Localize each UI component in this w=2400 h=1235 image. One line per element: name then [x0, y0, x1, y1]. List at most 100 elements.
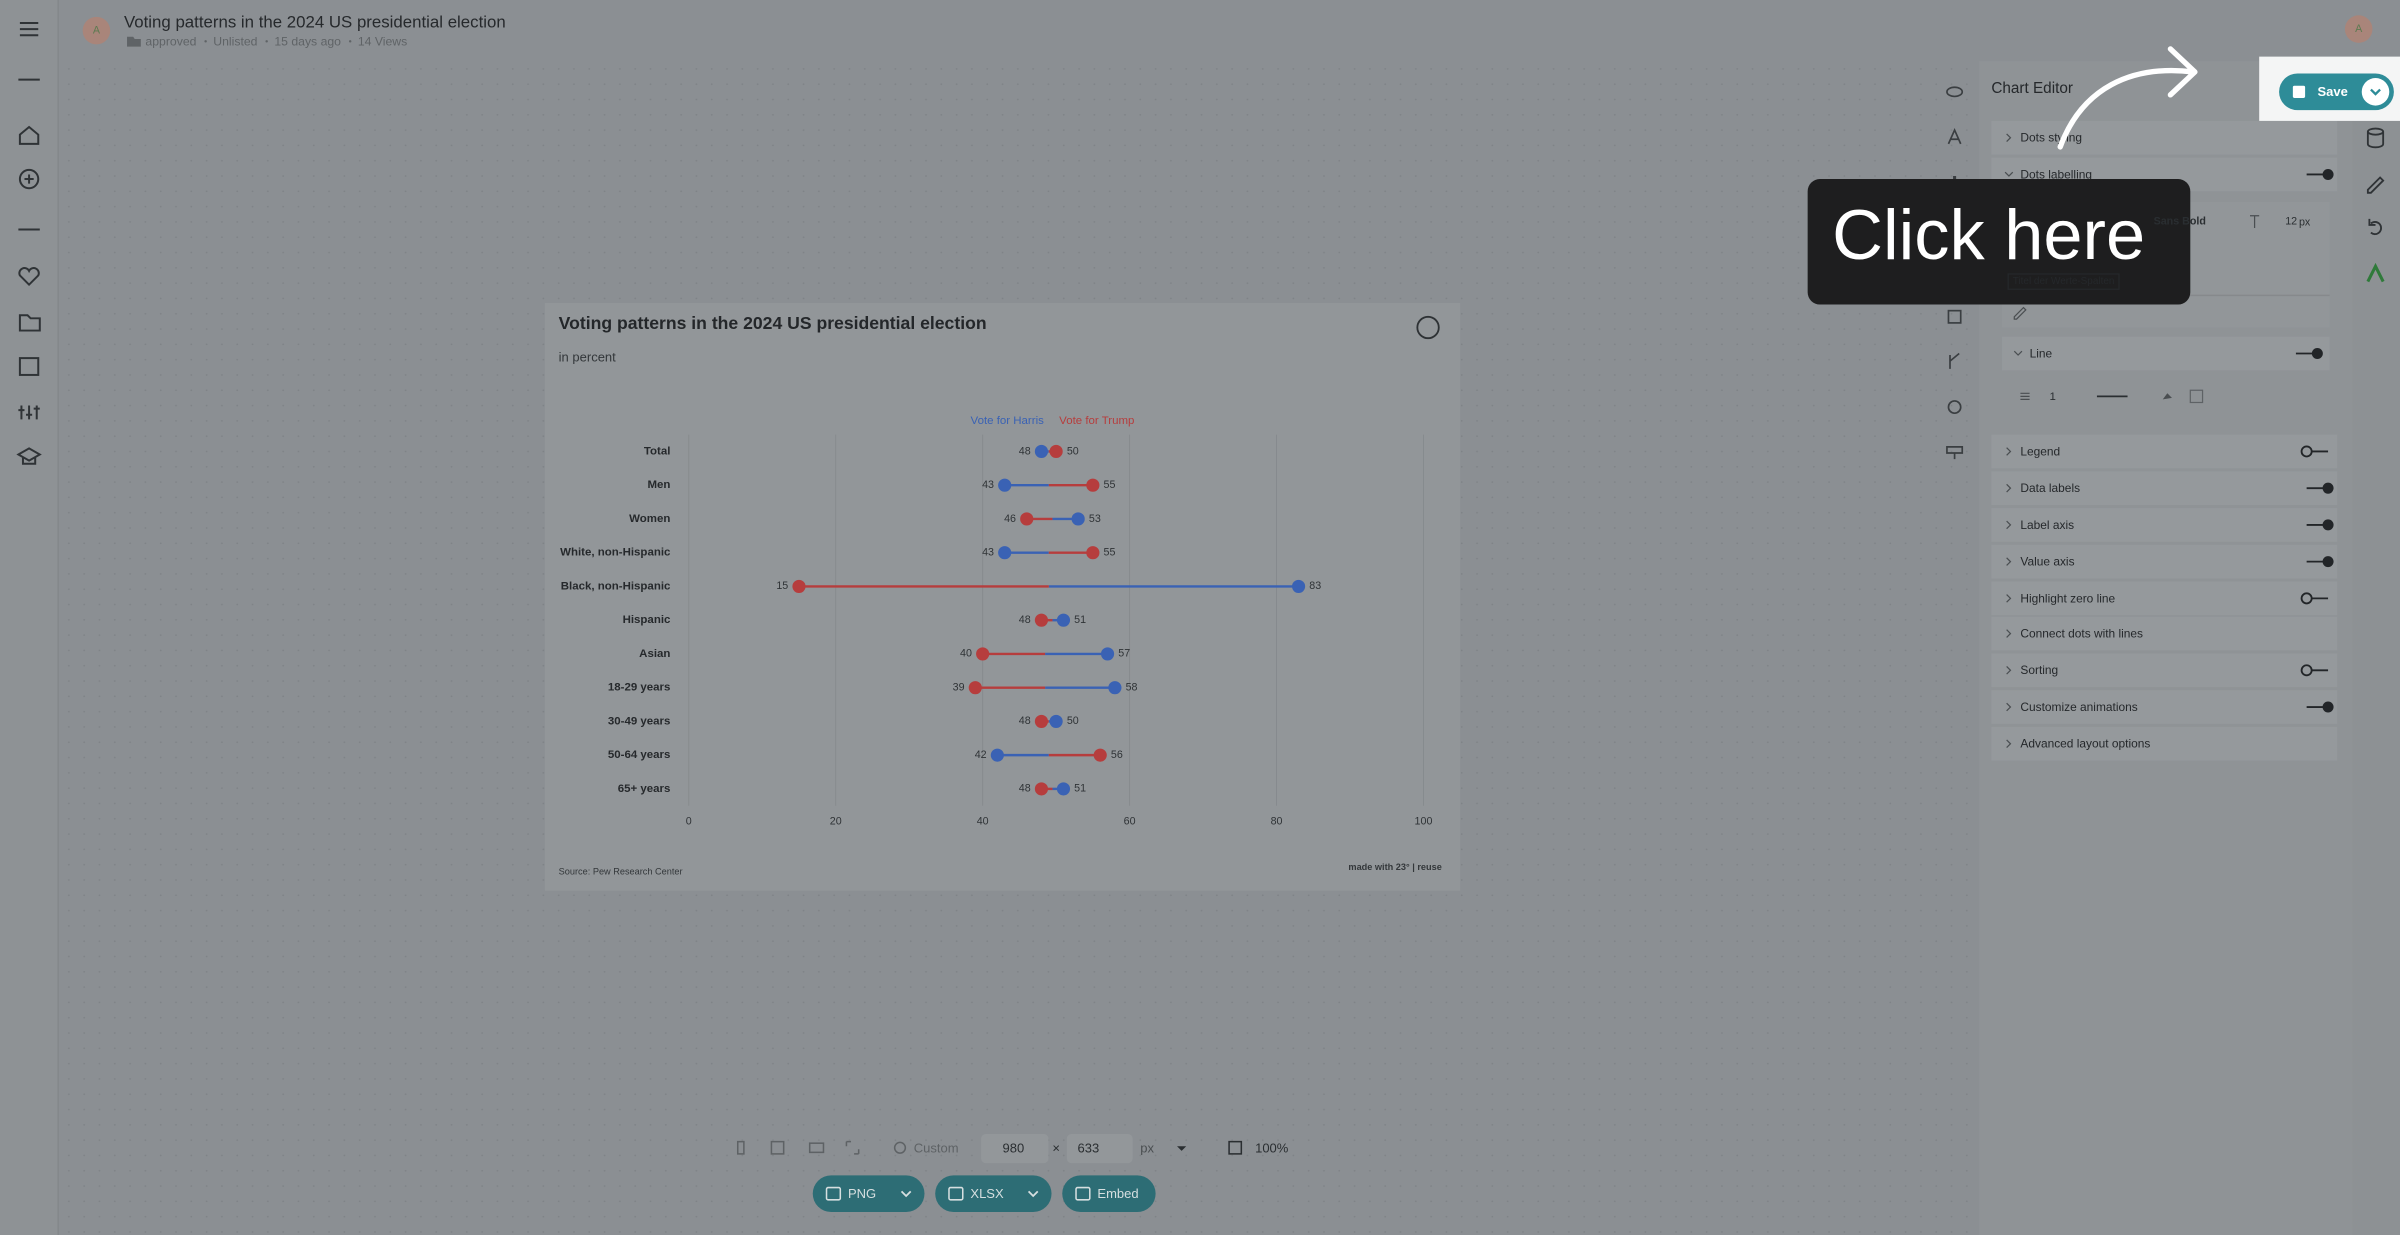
times-sign: ×	[1052, 1141, 1060, 1156]
section-header[interactable]	[1991, 544, 2338, 579]
pointer-arrow	[2057, 46, 2198, 150]
dot	[998, 546, 1012, 560]
section-header[interactable]	[1991, 653, 2338, 688]
width-input[interactable]	[981, 1133, 1049, 1164]
chart-card	[544, 303, 1461, 891]
zoom-level[interactable]: 100%	[1255, 1141, 1289, 1156]
mobile-icon[interactable]	[736, 1140, 745, 1155]
section-label: Value axis	[2020, 555, 2074, 569]
toggle-knob[interactable]	[2322, 482, 2334, 494]
x-tick-label: 0	[686, 816, 692, 828]
line-color-swatch[interactable]	[2189, 389, 2204, 404]
data-label: 48	[1019, 715, 1031, 727]
preview-tab[interactable]	[1946, 86, 1964, 98]
export-dropdown[interactable]	[1027, 1190, 1039, 1198]
images-icon[interactable]	[18, 357, 40, 376]
toggle-knob[interactable]	[2300, 664, 2313, 677]
dot	[1100, 647, 1115, 661]
save-button[interactable]	[2279, 73, 2394, 111]
edit-icon[interactable]	[2366, 176, 2385, 194]
document-title[interactable]: Voting patterns in the 2024 US president…	[124, 12, 506, 31]
toggle-knob[interactable]	[2322, 701, 2334, 713]
edit-icon	[2013, 306, 2027, 320]
zoom-icon[interactable]	[1228, 1140, 1243, 1155]
home-icon[interactable]	[18, 125, 40, 145]
category-label: Men	[647, 479, 670, 491]
right-rail	[2352, 61, 2400, 1235]
dot	[1049, 444, 1063, 459]
save-label: Save	[2317, 84, 2347, 99]
export-dropdown[interactable]	[900, 1190, 912, 1198]
section-header[interactable]	[1991, 726, 2338, 761]
chart-subtitle: in percent	[559, 350, 616, 365]
branch-tab[interactable]	[1949, 352, 1960, 369]
section-header[interactable]	[1991, 508, 2338, 542]
x-tick-label: 100	[1415, 816, 1433, 828]
unit-dropdown[interactable]	[1177, 1146, 1187, 1151]
dot	[968, 681, 982, 695]
data-label: 51	[1074, 783, 1086, 795]
line-width-value[interactable]: 1	[2049, 391, 2055, 403]
folder-icon[interactable]	[18, 314, 41, 332]
section-header[interactable]	[1991, 581, 2338, 616]
font-size-icon	[2250, 215, 2260, 229]
x-tick-label: 80	[1271, 816, 1283, 828]
style-tab[interactable]	[1946, 446, 1964, 460]
section-header[interactable]	[1991, 434, 2338, 469]
chart-credit[interactable]: made with 23° | reuse	[1348, 862, 1441, 872]
section-label: Customize animations	[2020, 700, 2137, 714]
dot	[1291, 579, 1306, 594]
save-options[interactable]	[2361, 78, 2390, 106]
height-input[interactable]	[1066, 1133, 1133, 1164]
undo-icon[interactable]	[2368, 218, 2382, 236]
label-column[interactable]: Titel der Werte-Spalten	[2013, 276, 2115, 287]
category-label: 65+ years	[618, 783, 671, 795]
section-header[interactable]	[1991, 616, 2338, 651]
data-label: 43	[982, 479, 994, 491]
size-unit[interactable]: px	[1140, 1141, 1154, 1156]
settings-icon[interactable]	[18, 405, 40, 420]
toggle-knob[interactable]	[2322, 168, 2334, 180]
create-icon[interactable]	[18, 168, 40, 190]
academy-icon[interactable]	[16, 447, 42, 465]
data-label: 40	[960, 648, 972, 660]
category-label: Women	[629, 513, 670, 525]
section-header[interactable]	[1991, 690, 2338, 724]
font-size-value[interactable]: 12	[2285, 216, 2297, 228]
data-label: 56	[1111, 749, 1123, 761]
user-avatar[interactable]	[2344, 15, 2373, 43]
tablet-icon[interactable]	[770, 1140, 785, 1155]
chevron	[2006, 702, 2012, 712]
section-header[interactable]	[2002, 336, 2330, 371]
export-button[interactable]	[1062, 1175, 1156, 1213]
chevron	[2006, 557, 2012, 566]
settings-tab[interactable]	[1947, 400, 1962, 415]
toggle-knob[interactable]	[2311, 348, 2323, 360]
text-tab[interactable]	[1947, 128, 1962, 145]
avatar[interactable]	[82, 16, 111, 45]
category-label: White, non-Hispanic	[560, 547, 671, 559]
toggle-knob[interactable]	[2300, 592, 2313, 605]
data-label: 53	[1089, 513, 1101, 525]
menu-icon[interactable]	[19, 21, 39, 37]
chevron	[2006, 483, 2012, 493]
toggle-knob[interactable]	[2322, 556, 2334, 568]
fullscreen-icon[interactable]	[845, 1140, 860, 1155]
device-icons	[736, 1140, 907, 1155]
desktop-icon[interactable]	[808, 1142, 825, 1154]
section-header[interactable]	[1991, 120, 2338, 155]
favorites-icon[interactable]	[18, 267, 40, 287]
toggle-knob[interactable]	[2300, 445, 2313, 458]
layout-tab[interactable]	[1947, 309, 1962, 324]
brand-icon[interactable]	[2366, 262, 2385, 283]
height-value: 633	[1078, 1141, 1100, 1156]
export-icon	[1075, 1186, 1091, 1201]
section-header[interactable]	[1991, 471, 2338, 506]
toggle-knob[interactable]	[2322, 519, 2334, 531]
font-select[interactable]: Sans Bold	[2154, 216, 2206, 228]
export-button[interactable]	[935, 1175, 1052, 1213]
size-preset[interactable]: Custom	[914, 1141, 959, 1156]
export-button[interactable]	[812, 1175, 925, 1213]
editor-overlay-texts: Sans Bold 12 px Titel der Werte-Spalten	[2007, 215, 2311, 290]
